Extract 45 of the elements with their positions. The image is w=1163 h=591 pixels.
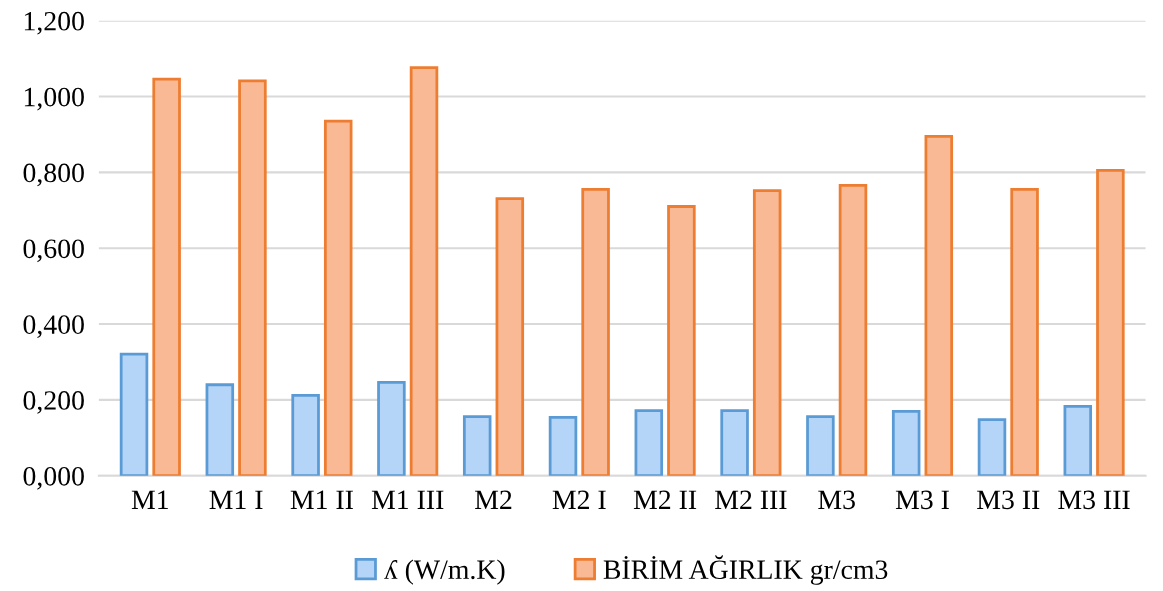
bar (977, 418, 1007, 476)
bar (377, 381, 406, 476)
x-tick-label: M1 I (209, 490, 263, 509)
bar (495, 197, 525, 476)
bar (924, 134, 954, 476)
bar (1096, 169, 1125, 476)
x-tick-label: M2 III (715, 490, 787, 509)
legend-label: ʎ (W/m.K) (384, 559, 505, 585)
x-tick-label: M1 III (371, 490, 444, 509)
bar (291, 393, 320, 476)
x-tick-label: M2 (475, 490, 512, 509)
bar (1010, 188, 1039, 476)
bar (806, 415, 835, 476)
legend-label: BİRİM AĞIRLIK gr/cm3 (603, 555, 888, 585)
x-tick-label: M3 III (1058, 490, 1130, 510)
bar (720, 409, 749, 476)
x-tick-label: M3 I (895, 490, 949, 510)
bar (152, 77, 181, 476)
bar (838, 183, 868, 476)
bar (752, 189, 782, 476)
bar (581, 188, 610, 476)
y-tick-label: 0,600 (23, 239, 84, 263)
y-tick-label: 1,200 (24, 11, 84, 35)
x-tick-label: M2 I (552, 490, 606, 509)
bar (238, 79, 267, 476)
bar (1063, 404, 1093, 476)
y-tick-label: 0,200 (23, 391, 84, 414)
bar (119, 352, 149, 476)
x-tick-label: M3 II (977, 490, 1040, 510)
bar (548, 415, 578, 476)
y-tick-label: 1,000 (24, 87, 84, 111)
bar (323, 119, 353, 476)
bar (634, 409, 664, 476)
bar (462, 415, 492, 476)
bar (891, 409, 921, 476)
y-tick-label: 0,400 (23, 315, 84, 338)
x-tick-label: M3 (818, 490, 855, 510)
y-tick-label: 0,800 (23, 163, 84, 187)
x-tick-label: M1 (131, 490, 168, 509)
x-tick-label: M1 II (290, 490, 353, 509)
y-tick-label: 0,000 (23, 466, 84, 490)
bar (409, 66, 439, 476)
x-tick-label: M2 II (633, 490, 697, 509)
bar (205, 383, 235, 476)
bar (667, 205, 696, 476)
